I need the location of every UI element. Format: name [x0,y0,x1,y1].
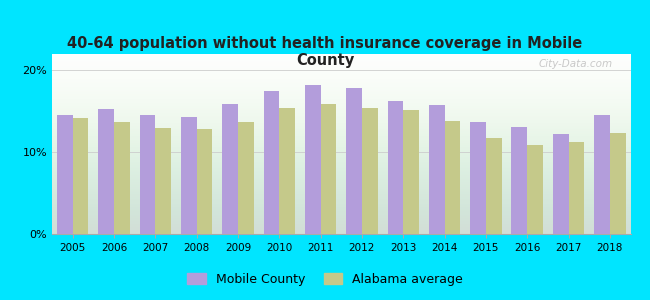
Bar [346,88,362,234]
Bar [114,122,130,234]
Text: City-Data.com: City-Data.com [539,59,613,69]
Bar [470,122,486,234]
Bar [280,108,295,234]
Bar [512,127,527,234]
Bar [181,117,196,234]
Bar [196,129,213,234]
Bar [429,105,445,234]
Bar [222,104,238,234]
Bar [445,121,460,234]
Bar [527,145,543,234]
Bar [486,138,502,234]
Text: 40-64 population without health insurance coverage in Mobile
County: 40-64 population without health insuranc… [68,36,582,68]
Bar [140,116,155,234]
Bar [263,91,280,234]
Bar [98,109,114,234]
Bar [403,110,419,234]
Bar [610,134,625,234]
Bar [320,104,336,234]
Bar [73,118,88,234]
Bar [569,142,584,234]
Bar [238,122,254,234]
Bar [362,108,378,234]
Bar [552,134,569,234]
Bar [305,85,320,234]
Bar [594,115,610,234]
Bar [387,101,403,234]
Bar [155,128,171,234]
Bar [57,116,73,234]
Legend: Mobile County, Alabama average: Mobile County, Alabama average [182,268,468,291]
